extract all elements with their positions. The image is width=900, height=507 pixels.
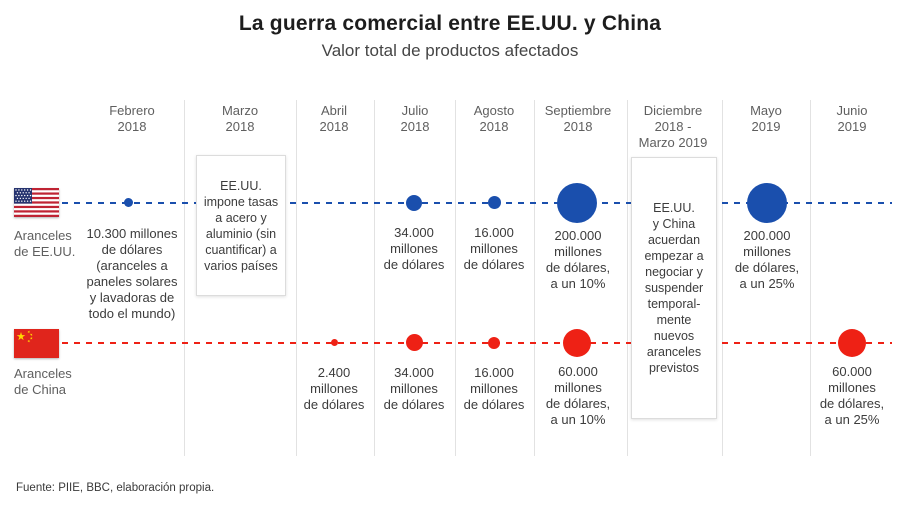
value-us-agosto-2018: 16.000 millones de dólares [463, 225, 525, 272]
value-us-julio-2018: 34.000 millones de dólares [383, 225, 445, 272]
value-us-septiembre-2018: 200.000 millones de dólares, a un 10% [545, 228, 611, 291]
bubble-us-mayo-2019 [747, 183, 787, 223]
column-header-mayo-2019: Mayo 2019 [750, 103, 782, 134]
page-subtitle: Valor total de productos afectados [321, 41, 579, 60]
gridline [534, 100, 535, 456]
us-flag-icon [14, 188, 59, 217]
note-diciembre-2018-marzo-2019: EE.UU. y China acuerdan empezar a negoci… [631, 157, 717, 419]
value-china-abril-2018: 2.400 millones de dólares [303, 365, 365, 412]
value-china-junio-2019: 60.000 millones de dólares, a un 25% [819, 364, 885, 427]
bubble-china-abril-2018 [331, 339, 338, 346]
column-header-abril-2018: Abril 2018 [319, 103, 349, 134]
bubble-us-septiembre-2018 [557, 183, 597, 223]
bubble-china-agosto-2018 [488, 337, 500, 349]
page-title: La guerra comercial entre EE.UU. y China [238, 12, 662, 35]
gridline [810, 100, 811, 456]
column-header-agosto-2018: Agosto 2018 [473, 103, 515, 134]
gridline [184, 100, 185, 456]
bubble-china-junio-2019 [838, 329, 866, 357]
value-china-julio-2018: 34.000 millones de dólares [383, 365, 445, 412]
source-note: Fuente: PIIE, BBC, elaboración propia. [16, 482, 215, 494]
column-header-junio-2019: Junio 2019 [836, 103, 868, 134]
column-header-marzo-2018: Marzo 2018 [221, 103, 259, 134]
column-header-julio-2018: Julio 2018 [400, 103, 430, 134]
us-timeline-line [62, 202, 892, 204]
bubble-us-agosto-2018 [488, 196, 501, 209]
china-timeline-line [62, 342, 892, 344]
bubble-china-septiembre-2018 [563, 329, 591, 357]
us-row-label: Aranceles de EE.UU. [14, 228, 76, 259]
gridline [627, 100, 628, 456]
column-header-septiembre-2018: Septiembre 2018 [544, 103, 612, 134]
column-header-febrero-2018: Febrero 2018 [109, 103, 155, 134]
value-china-septiembre-2018: 60.000 millones de dólares, a un 10% [545, 364, 611, 427]
value-us-mayo-2019: 200.000 millones de dólares, a un 25% [734, 228, 800, 291]
china-row-label: Aranceles de China [14, 366, 72, 397]
value-china-agosto-2018: 16.000 millones de dólares [463, 365, 525, 412]
value-us-febrero-2018: 10.300 millones de dólares (aranceles a … [86, 226, 178, 321]
note-marzo-2018: EE.UU. impone tasas a acero y aluminio (… [196, 155, 286, 296]
gridline [296, 100, 297, 456]
gridline [722, 100, 723, 456]
gridline [374, 100, 375, 456]
gridline [455, 100, 456, 456]
bubble-us-julio-2018 [406, 195, 422, 211]
china-flag-icon [14, 329, 59, 358]
bubble-us-febrero-2018 [124, 198, 133, 207]
column-header-diciembre-2018-marzo-2019: Diciembre 2018 - Marzo 2019 [638, 103, 708, 150]
bubble-china-julio-2018 [406, 334, 423, 351]
